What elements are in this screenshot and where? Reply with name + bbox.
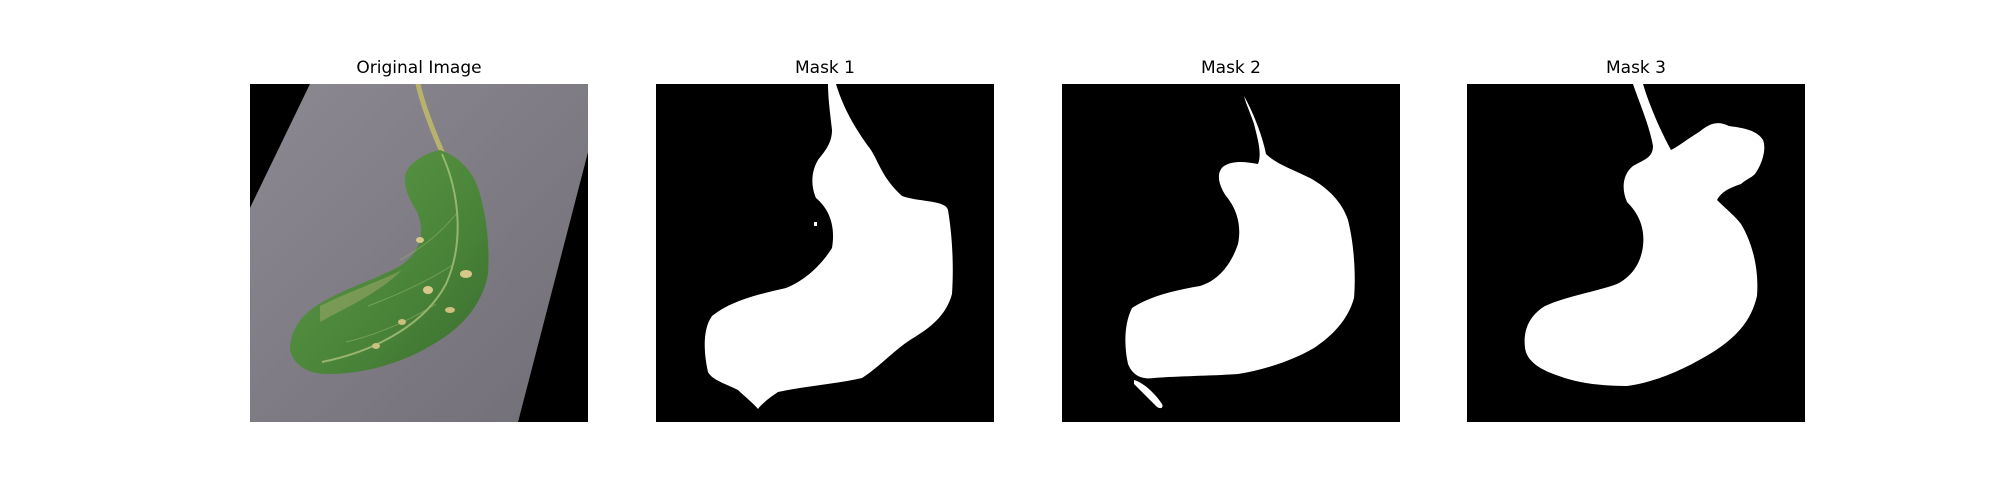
panel-title: Mask 2 xyxy=(1200,58,1261,78)
panel-mask-2: Mask 2 xyxy=(1062,0,1400,500)
mask-1-image xyxy=(656,84,994,422)
mask-2-image xyxy=(1062,84,1400,422)
mask-3-image xyxy=(1467,84,1805,422)
panel-original-image: Original Image xyxy=(250,0,588,500)
panel-mask-1: Mask 1 xyxy=(656,0,994,500)
panel-title: Mask 3 xyxy=(1605,58,1666,78)
panel-mask-3: Mask 3 xyxy=(1467,0,1805,500)
original-leaf-image xyxy=(250,84,588,422)
panel-title: Original Image xyxy=(356,58,482,78)
panel-title: Mask 1 xyxy=(794,58,855,78)
